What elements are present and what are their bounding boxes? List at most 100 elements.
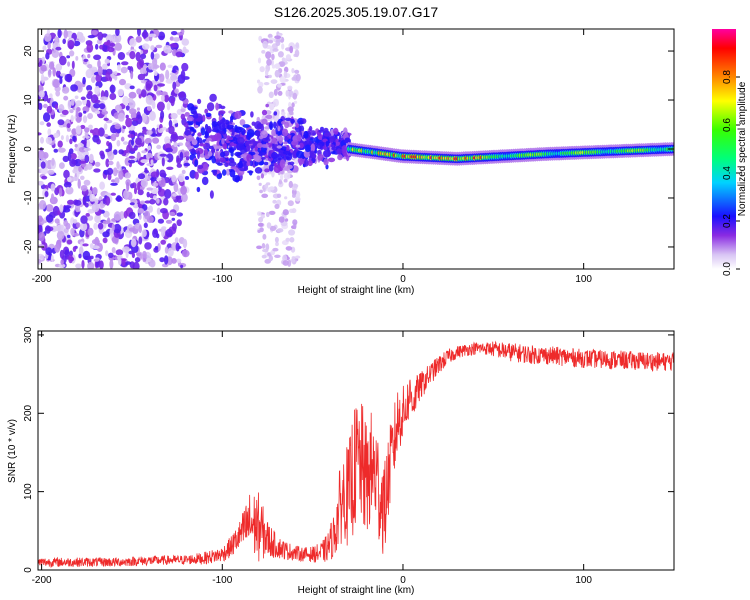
noise-blob <box>71 60 75 70</box>
noise-blob <box>257 211 262 217</box>
noise-blob <box>42 152 49 159</box>
signal-blob <box>220 151 226 158</box>
signal-blob <box>183 162 191 167</box>
noise-blob <box>59 162 65 170</box>
noise-blob <box>114 75 118 81</box>
noise-blob <box>125 117 133 128</box>
noise-blob <box>72 135 76 142</box>
signal-blob <box>197 164 204 170</box>
noise-blob <box>67 39 75 50</box>
noise-blob <box>161 94 165 103</box>
noise-blob <box>45 204 54 212</box>
noise-blob <box>128 91 137 99</box>
noise-blob <box>62 155 69 163</box>
noise-blob <box>288 101 292 108</box>
noise-blob <box>59 76 63 85</box>
noise-blob <box>161 227 166 238</box>
signal-blob <box>260 123 264 133</box>
noise-blob <box>69 158 76 167</box>
noise-blob <box>78 246 84 255</box>
signal-blob <box>282 167 289 171</box>
signal-blob <box>309 150 315 156</box>
noise-blob <box>150 159 154 165</box>
noise-blob <box>156 233 160 239</box>
noise-blob <box>294 69 300 74</box>
signal-blob <box>186 115 194 122</box>
noise-blob <box>118 170 124 180</box>
noise-blob <box>63 95 69 101</box>
noise-blob <box>89 153 94 164</box>
noise-blob <box>151 100 156 110</box>
noise-blob <box>150 45 155 51</box>
noise-blob <box>74 199 82 206</box>
noise-blob <box>99 96 108 101</box>
noise-blob <box>52 79 61 88</box>
signal-blob <box>246 145 251 152</box>
noise-blob <box>163 255 169 265</box>
noise-blob <box>99 150 105 157</box>
noise-blob <box>57 140 63 148</box>
noise-blob <box>77 178 81 189</box>
noise-blob <box>72 176 79 181</box>
signal-blob <box>184 151 190 157</box>
signal-blob <box>260 173 264 179</box>
noise-blob <box>78 112 83 118</box>
signal-blob <box>333 127 339 135</box>
noise-blob <box>117 88 124 97</box>
signal-blob <box>240 154 247 158</box>
noise-blob <box>172 37 181 42</box>
noise-blob <box>156 198 160 204</box>
signal-blob <box>343 139 350 143</box>
noise-blob <box>113 211 122 221</box>
noise-blob <box>65 222 71 230</box>
noise-blob <box>278 216 285 223</box>
signal-blob <box>214 132 222 142</box>
signal-blob <box>323 150 331 158</box>
signal-blob <box>263 161 269 166</box>
noise-blob <box>107 46 115 53</box>
noise-blob <box>176 135 185 140</box>
signal-blob <box>206 102 215 112</box>
noise-blob <box>135 51 141 62</box>
signal-blob <box>246 161 251 167</box>
noise-blob <box>41 175 48 180</box>
noise-blob <box>118 258 122 266</box>
noise-blob <box>78 146 87 153</box>
noise-blob <box>75 109 79 118</box>
noise-blob <box>104 90 109 99</box>
noise-blob <box>74 158 82 167</box>
noise-blob <box>160 208 168 214</box>
signal-blob <box>202 114 206 122</box>
noise-blob <box>49 93 53 99</box>
noise-blob <box>178 173 185 183</box>
noise-blob <box>287 106 294 113</box>
noise-blob <box>121 258 126 266</box>
noise-blob <box>47 41 51 50</box>
noise-blob <box>99 44 104 50</box>
chart-title: S126.2025.305.19.07.G17 <box>274 4 438 20</box>
noise-blob <box>277 90 283 96</box>
spectrogram-xlabel: Height of straight line (km) <box>298 285 415 296</box>
noise-blob <box>99 181 105 190</box>
signal-blob <box>236 142 245 151</box>
noise-blob <box>288 229 296 236</box>
signal-blob <box>330 144 335 148</box>
noise-blob <box>272 247 279 252</box>
signal-blob <box>296 150 304 159</box>
noise-blob <box>137 73 146 81</box>
noise-blob <box>67 199 74 205</box>
noise-blob <box>103 41 110 46</box>
noise-blob <box>284 66 289 73</box>
noise-blob <box>273 88 278 96</box>
noise-blob <box>265 211 270 218</box>
noise-blob <box>139 58 145 68</box>
noise-blob <box>39 59 43 67</box>
y-tick-label: 10 <box>23 94 34 106</box>
signal-blob <box>211 121 218 127</box>
snr-xlabel: Height of straight line (km) <box>298 585 415 596</box>
noise-blob <box>116 140 121 147</box>
noise-blob <box>38 132 42 136</box>
noise-blob <box>89 193 96 202</box>
noise-blob <box>109 259 114 269</box>
